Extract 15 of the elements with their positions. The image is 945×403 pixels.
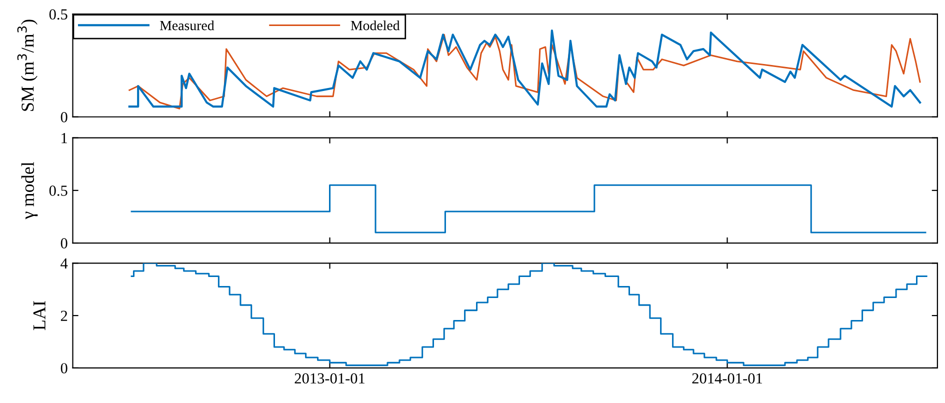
- y-tick-label: 0: [60, 112, 68, 122]
- y-axis-title: γ model: [21, 162, 38, 220]
- y-tick-label: 0: [60, 238, 68, 248]
- y-axis-title: SM (m$^{3}$/m$^{3}$): [17, 20, 38, 111]
- y-tick-label: 0.5: [49, 186, 68, 196]
- y-axis-title: LAI: [33, 301, 46, 330]
- y-tick-label: 4: [60, 258, 68, 268]
- y-tick-label: 1: [62, 133, 67, 144]
- legend-label: Modeled: [350, 20, 400, 30]
- legend-label: Measured: [160, 20, 214, 30]
- x-tick-label: 2013-01-01: [294, 373, 364, 384]
- y-tick-label: 0: [60, 363, 68, 374]
- x-tick-label: 2014-01-01: [692, 373, 762, 384]
- y-tick-label: 2: [60, 310, 68, 321]
- y-tick-label: 0.5: [49, 9, 68, 20]
